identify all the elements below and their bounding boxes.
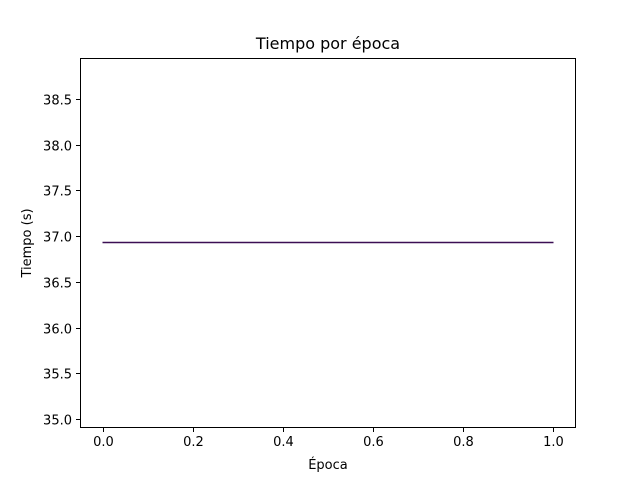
x-axis-label: Época	[308, 457, 348, 473]
x-tick-label: 0.4	[273, 435, 294, 450]
chart-title: Tiempo por época	[255, 34, 400, 53]
y-tick-label: 35.0	[43, 414, 72, 429]
y-axis-label: Tiempo (s)	[20, 208, 35, 278]
y-tick-label: 35.5	[43, 368, 72, 383]
y-axis: 35.0 35.5 36.0 36.5 37.0 37.5 38.0 38.5	[43, 94, 80, 429]
y-tick-label: 36.5	[43, 277, 72, 292]
x-axis: 0.0 0.2 0.4 0.6 0.8 1.0	[93, 428, 564, 450]
x-tick-label: 0.6	[363, 435, 384, 450]
y-tick-label: 37.0	[43, 231, 72, 246]
y-tick-label: 38.0	[43, 140, 72, 155]
x-tick-label: 0.8	[453, 435, 474, 450]
plot-frame	[80, 58, 576, 428]
y-tick-label: 38.5	[43, 94, 72, 109]
x-tick-label: 0.0	[93, 435, 114, 450]
y-tick-label: 37.5	[43, 185, 72, 200]
x-tick-label: 1.0	[543, 435, 564, 450]
y-tick-label: 36.0	[43, 323, 72, 338]
x-tick-label: 0.2	[183, 435, 204, 450]
